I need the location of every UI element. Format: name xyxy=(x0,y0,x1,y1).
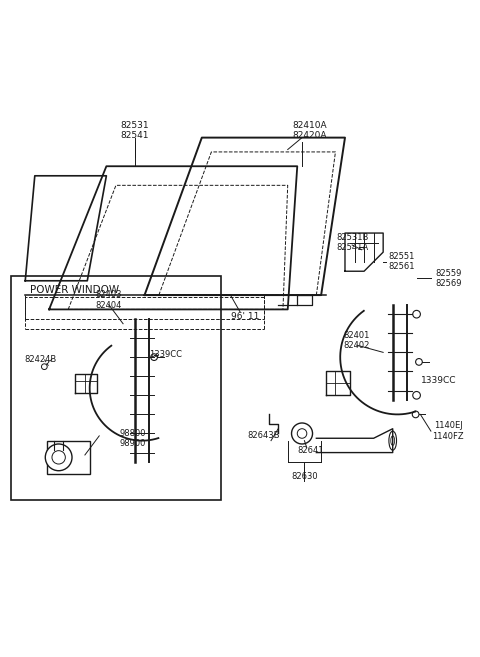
Bar xyxy=(11,276,221,500)
Circle shape xyxy=(41,364,47,369)
Text: 82630: 82630 xyxy=(291,472,318,481)
Text: 96' 11: 96' 11 xyxy=(230,312,259,321)
Circle shape xyxy=(151,353,157,361)
Text: 82531
82541: 82531 82541 xyxy=(120,121,149,140)
Text: 82641: 82641 xyxy=(298,445,324,455)
Circle shape xyxy=(52,451,65,464)
Ellipse shape xyxy=(389,431,396,450)
Ellipse shape xyxy=(391,436,395,445)
Circle shape xyxy=(416,359,422,365)
Text: POWER WINDOW: POWER WINDOW xyxy=(30,285,119,296)
Text: 98800
98900: 98800 98900 xyxy=(120,428,146,448)
Text: 82424B: 82424B xyxy=(24,355,57,364)
Text: 82403
82404: 82403 82404 xyxy=(96,290,122,309)
Text: 1339CC: 1339CC xyxy=(421,376,456,386)
Bar xyxy=(165,295,172,301)
Circle shape xyxy=(291,423,312,444)
Bar xyxy=(207,295,215,301)
Bar xyxy=(47,441,90,474)
Text: 1140EJ
1140FZ: 1140EJ 1140FZ xyxy=(432,421,464,441)
Text: 82559
82569: 82559 82569 xyxy=(436,269,462,288)
Circle shape xyxy=(412,411,419,418)
Circle shape xyxy=(413,310,420,318)
Text: 1339CC: 1339CC xyxy=(150,350,182,359)
Text: 82410A
82420A: 82410A 82420A xyxy=(292,121,326,140)
Circle shape xyxy=(45,444,72,470)
Text: 82551
82561: 82551 82561 xyxy=(388,252,415,271)
Bar xyxy=(189,295,196,301)
Circle shape xyxy=(413,392,420,399)
Circle shape xyxy=(297,429,307,438)
Text: 82643B: 82643B xyxy=(248,432,280,440)
Text: 82531B
82541A: 82531B 82541A xyxy=(336,233,368,252)
Text: 82401
82402: 82401 82402 xyxy=(344,330,370,350)
